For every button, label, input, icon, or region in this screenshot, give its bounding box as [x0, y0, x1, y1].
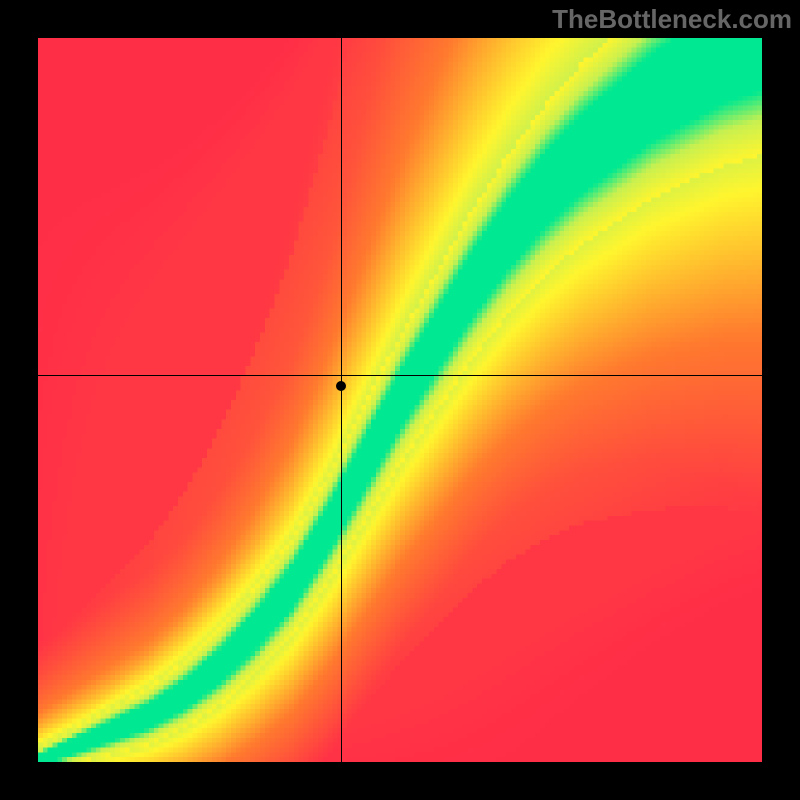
data-point-marker: [336, 381, 346, 391]
watermark-text: TheBottleneck.com: [552, 4, 792, 35]
heatmap-canvas: [38, 38, 762, 762]
heatmap-chart: [38, 38, 762, 762]
crosshair-horizontal: [38, 375, 762, 376]
crosshair-vertical: [341, 38, 342, 762]
